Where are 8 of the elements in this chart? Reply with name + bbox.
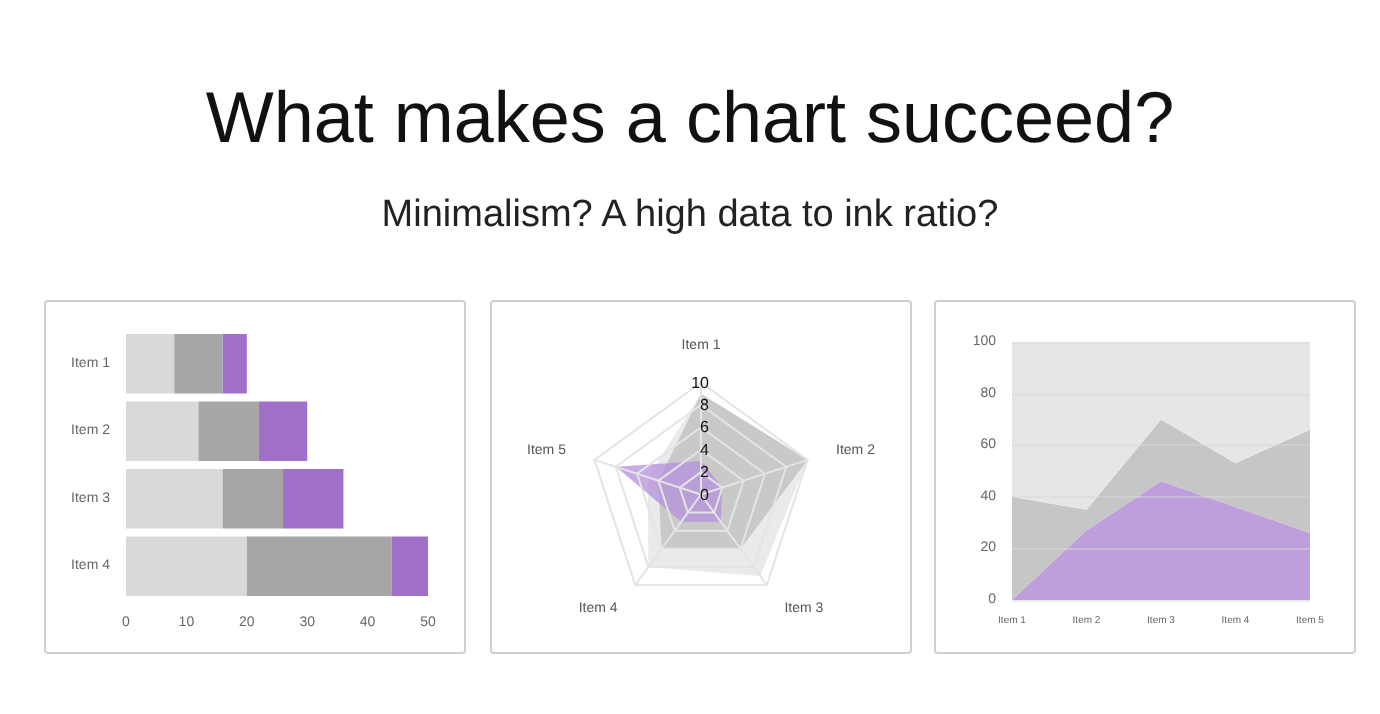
y-tick-label: 8 <box>699 395 710 414</box>
y-tick-label: 10 <box>690 373 710 392</box>
y-tick-label: 6 <box>699 418 710 437</box>
y-tick-label: 0 <box>699 485 710 504</box>
text: Minimalism? A high data to ink ratio? <box>379 194 1001 238</box>
text: What makes a chart succeed? <box>203 76 1177 160</box>
y-tick-label: 2 <box>699 463 710 482</box>
y-tick-label: 4 <box>699 440 710 459</box>
